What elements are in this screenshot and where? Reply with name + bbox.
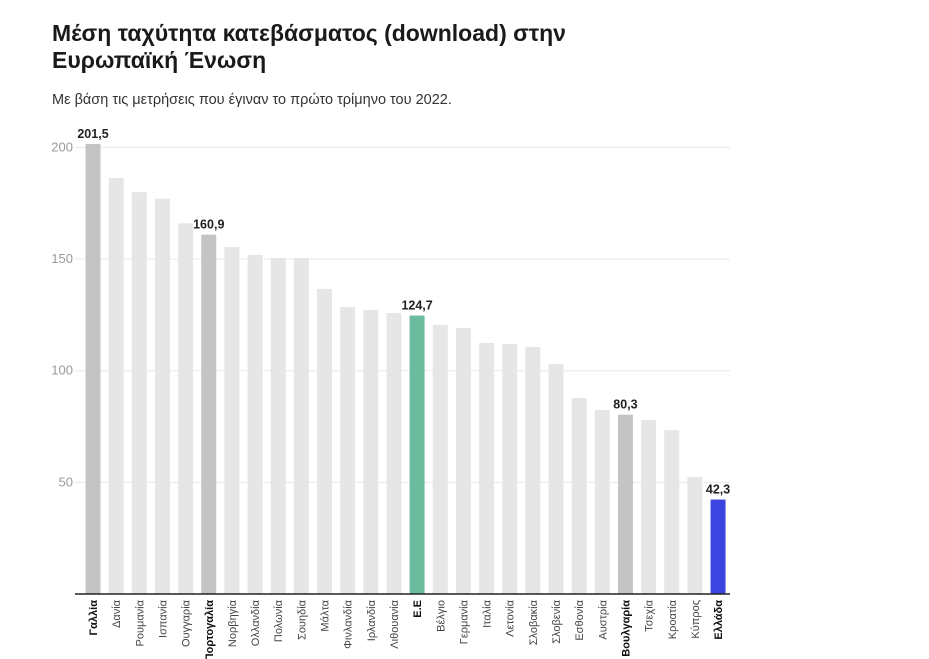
bar bbox=[224, 246, 240, 594]
bar bbox=[201, 234, 217, 594]
x-tick-label: Αυστρία bbox=[597, 599, 609, 639]
x-tick-label: Ισπανία bbox=[157, 599, 169, 638]
bar bbox=[525, 347, 541, 594]
bar bbox=[293, 257, 309, 594]
x-tick-label: Ολλανδία bbox=[250, 599, 262, 646]
bar bbox=[479, 343, 495, 594]
bar bbox=[154, 198, 170, 594]
x-tick-label: Ιταλία bbox=[482, 599, 494, 628]
x-tick-label: Πορτογαλία bbox=[204, 600, 216, 659]
y-tick-label: 50 bbox=[59, 474, 73, 489]
x-tick-label: Κύπρος bbox=[690, 600, 702, 639]
x-tick-label: Σλοβενία bbox=[551, 599, 563, 643]
bar bbox=[386, 313, 402, 594]
bar bbox=[571, 397, 587, 594]
data-label: 80,3 bbox=[613, 398, 637, 412]
x-tick-label: Σλοβακία bbox=[528, 599, 540, 645]
data-label: 42,3 bbox=[706, 483, 730, 497]
bar bbox=[710, 499, 726, 594]
x-tick-label: Νορβηγία bbox=[227, 599, 239, 647]
chart-subtitle: Με βάση τις μετρήσεις που έγιναν το πρώτ… bbox=[52, 92, 452, 108]
bar bbox=[664, 430, 680, 594]
chart-title: Μέση ταχύτητα κατεβάσματος (download) στ… bbox=[52, 20, 566, 73]
bar bbox=[247, 255, 263, 595]
x-tick-label: Φινλανδία bbox=[343, 599, 355, 648]
x-tick-label: Ουγγαρία bbox=[181, 599, 193, 647]
bar bbox=[131, 192, 147, 594]
x-tick-label: Ρουμανία bbox=[134, 599, 146, 646]
x-tick-label: Κροατία bbox=[667, 599, 679, 639]
x-tick-label: Γερμανία bbox=[458, 599, 470, 644]
bar bbox=[502, 343, 518, 594]
x-tick-label: Τσεχία bbox=[644, 599, 656, 631]
x-tick-label: Δανία bbox=[111, 599, 123, 628]
bar bbox=[108, 177, 124, 594]
bar bbox=[594, 410, 610, 594]
bar bbox=[363, 309, 379, 594]
x-tick-label: Μάλτα bbox=[320, 599, 332, 631]
data-label: 160,9 bbox=[193, 218, 224, 232]
x-tick-label: Λιθουανία bbox=[389, 599, 401, 648]
x-tick-label: Ελλάδα bbox=[713, 600, 725, 640]
bar bbox=[687, 476, 703, 594]
x-tick-label: Ιρλανδία bbox=[366, 599, 378, 641]
bar bbox=[270, 257, 286, 594]
bar bbox=[317, 288, 332, 594]
bar bbox=[617, 414, 633, 594]
x-tick-label: Γαλλία bbox=[88, 600, 100, 636]
bar bbox=[85, 144, 101, 594]
bar bbox=[432, 324, 448, 594]
x-tick-label: Ε.Ε bbox=[412, 600, 424, 618]
x-tick-label: Βέλγιο bbox=[435, 600, 447, 632]
x-tick-label: Σουηδία bbox=[296, 599, 308, 640]
data-label: 124,7 bbox=[401, 299, 432, 313]
y-tick-label: 200 bbox=[51, 139, 73, 154]
bar bbox=[641, 420, 657, 594]
bar bbox=[548, 364, 564, 594]
x-tick-label: Εσθονία bbox=[574, 599, 586, 640]
x-tick-label: Λετονία bbox=[505, 599, 517, 637]
bar bbox=[340, 307, 356, 594]
y-tick-label: 100 bbox=[51, 363, 73, 378]
data-label: 201,5 bbox=[77, 127, 108, 141]
bar bbox=[178, 223, 194, 594]
x-tick-label: Πολωνία bbox=[273, 599, 285, 642]
y-tick-label: 150 bbox=[51, 251, 73, 266]
bar bbox=[409, 315, 425, 594]
x-tick-label: Βουλγαρία bbox=[620, 600, 632, 657]
bar bbox=[455, 328, 471, 594]
